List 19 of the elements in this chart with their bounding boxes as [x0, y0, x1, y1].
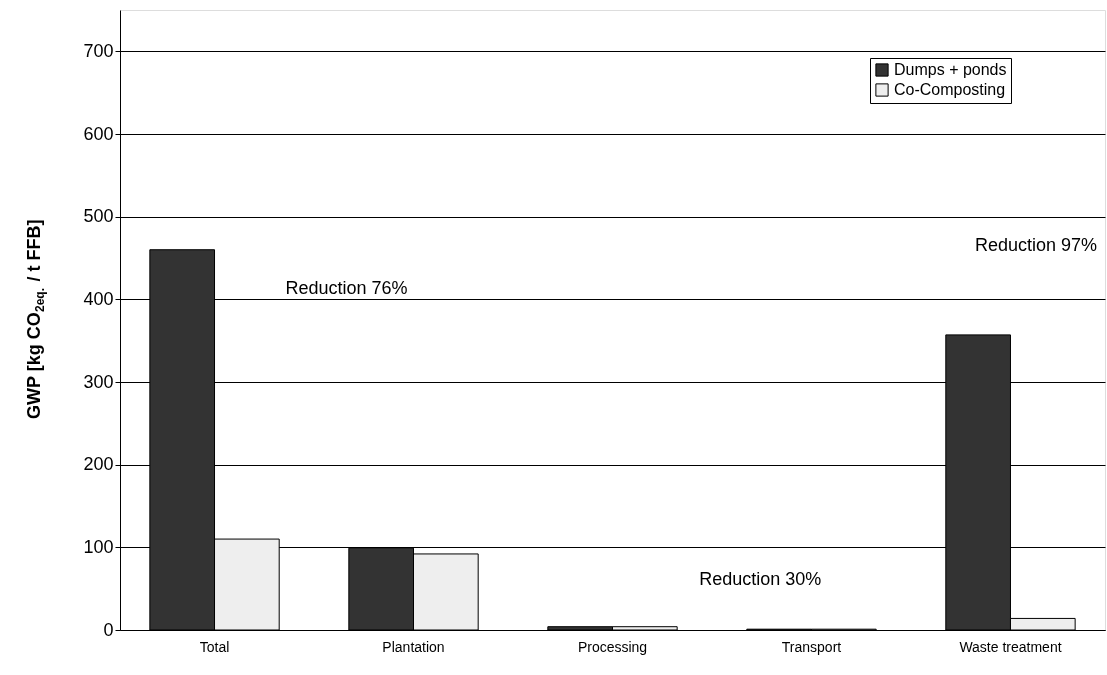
x-tick-label: Processing: [577, 638, 648, 655]
annotation: Reduction 76%: [285, 278, 408, 298]
x-tick-label: Plantation: [382, 638, 445, 655]
y-tick-label: 0: [103, 619, 114, 640]
annotation: Reduction 30%: [699, 569, 822, 590]
legend-label: Co-Composting: [894, 81, 1006, 98]
x-tick-label: Transport: [781, 638, 842, 655]
y-tick-label: 400: [83, 288, 114, 309]
y-tick-label: 600: [83, 123, 114, 144]
y-tick-label: 700: [83, 40, 114, 61]
y-tick-label: 300: [83, 371, 114, 392]
y-tick-label: 200: [83, 454, 114, 475]
y-tick-label: 100: [83, 536, 114, 557]
x-tick-label: Total: [199, 638, 230, 655]
legend-label: Dumps + ponds: [894, 61, 1007, 78]
y-axis-title: GWP [kg CO2eq. / t FFB]: [24, 219, 47, 420]
annotation: Reduction 97%: [975, 234, 1098, 255]
y-tick-label: 500: [83, 206, 114, 227]
x-tick-label: Waste treatment: [959, 638, 1062, 655]
